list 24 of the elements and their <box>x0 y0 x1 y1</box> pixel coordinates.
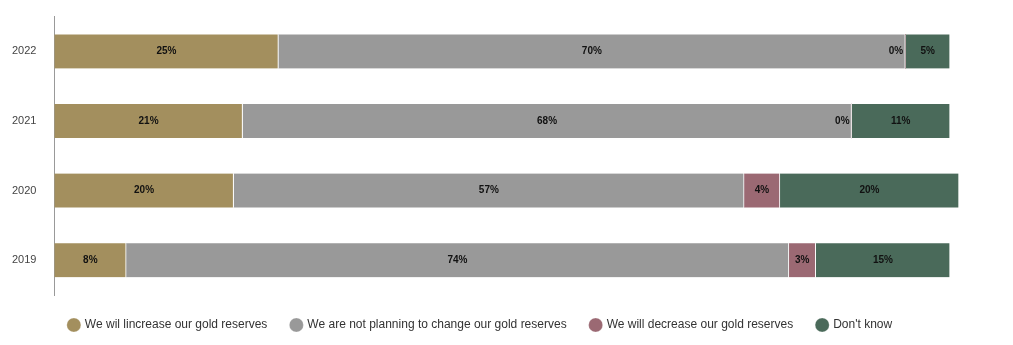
y-tick-label: 2020 <box>11 183 37 196</box>
data-label: 25% <box>156 45 177 57</box>
data-label: 20% <box>134 184 155 196</box>
y-tick-label: 2022 <box>11 44 37 57</box>
data-label: 5% <box>920 45 935 57</box>
data-label: 21% <box>138 114 159 126</box>
data-label: 20% <box>859 184 880 196</box>
data-label: 3% <box>795 253 810 265</box>
legend-label: We wil lincrease our gold reserves <box>84 317 268 332</box>
y-tick-label: 2021 <box>11 114 37 127</box>
data-label: 4% <box>754 184 770 196</box>
y-tick-label: 2019 <box>11 253 37 266</box>
data-label: 74% <box>447 253 468 265</box>
legend-label: We are not planning to change our gold reserves <box>307 317 567 332</box>
data-label: 0% <box>835 114 850 126</box>
data-label: 11% <box>891 114 911 126</box>
legend-label: Don't know <box>833 317 893 332</box>
data-label: 70% <box>581 45 602 57</box>
data-label: 8% <box>83 253 98 265</box>
data-label: 57% <box>478 184 499 196</box>
data-label: 68% <box>537 114 558 126</box>
legend-label: We will decrease our gold reserves <box>606 317 794 332</box>
data-label: 15% <box>872 253 893 265</box>
data-label: 0% <box>888 45 904 57</box>
